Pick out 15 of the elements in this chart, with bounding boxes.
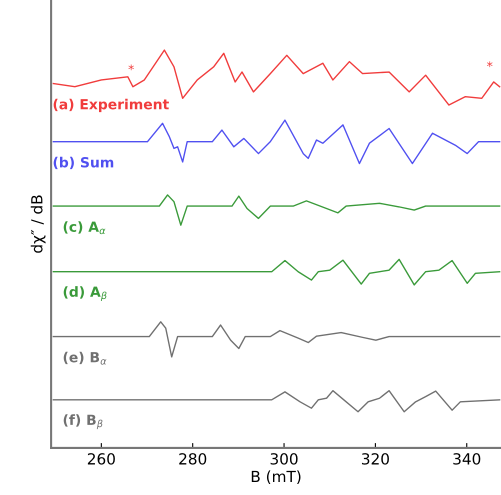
x-tick-label: 280 [179,453,206,465]
series-label: (e) B$_{α}$ [64,352,106,365]
x-tick-label: 260 [88,453,115,465]
x-tick-label: 340 [453,453,480,465]
series-label: (b) Sum [54,156,114,170]
x-tick-label: 300 [270,453,298,465]
annotation: * [487,61,493,68]
series-label: (d) A$_{β}$ [64,286,106,302]
y-axis-title: dχ″ / dB [30,195,46,253]
series-label: (c) A$_{α}$ [64,221,106,234]
series-label: (f) B$_{β}$ [64,414,102,430]
x-tick-label: 320 [362,453,389,465]
series-label: (a) Experiment [54,98,169,112]
annotation: * [128,64,134,70]
x-axis-title: B (mT) [252,470,300,484]
